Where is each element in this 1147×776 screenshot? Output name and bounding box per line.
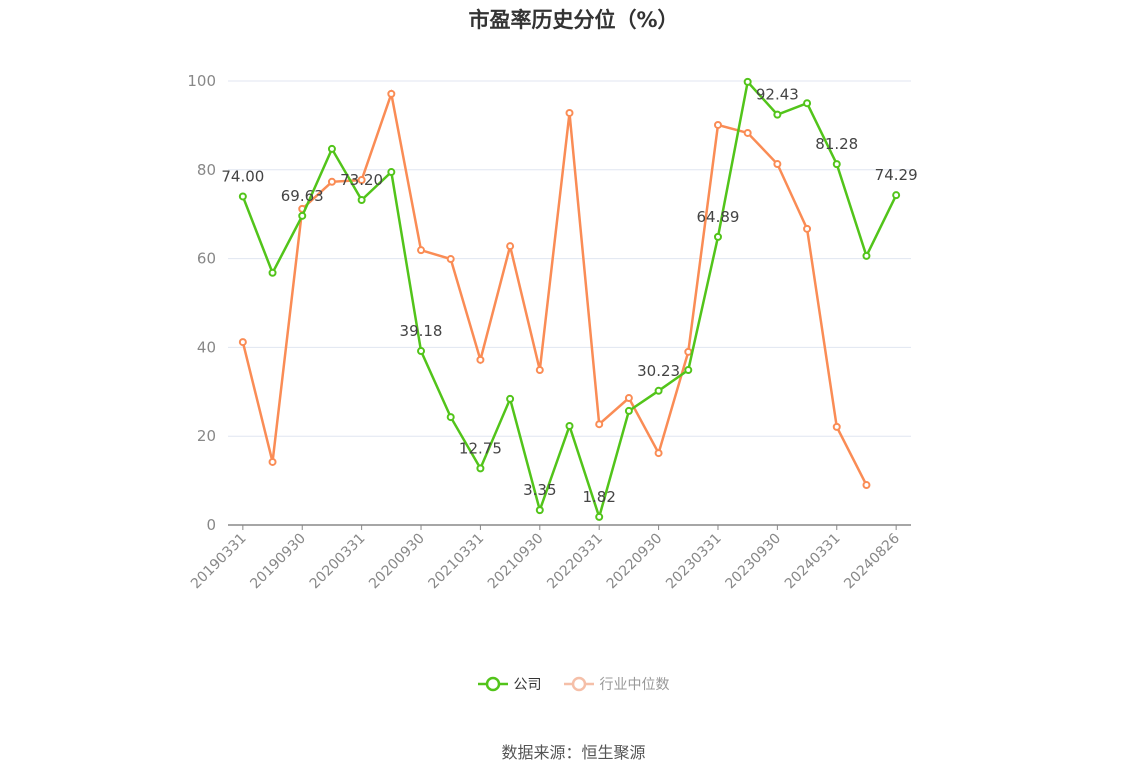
data-point [565,421,574,430]
chart-title: 市盈率历史分位（%） [468,8,679,32]
legend-item-company[interactable]: 公司 [477,674,542,694]
y-tick-label: 80 [197,161,216,179]
x-tick-label: 20240826 [841,530,903,592]
x-tick-label: 20210930 [485,531,547,593]
data-label: 74.00 [221,167,264,185]
data-point [832,160,841,169]
data-point [506,242,515,251]
data-point [268,268,277,277]
data-label: 12.75 [459,439,502,457]
data-label: 73.20 [340,171,383,189]
data-point [417,347,426,356]
x-tick-label: 20190331 [188,531,250,593]
series-line-industry [241,89,868,486]
data-point [535,366,544,375]
data-point [417,246,426,255]
data-point [803,99,812,108]
data-label: 39.18 [400,322,443,340]
x-tick-label: 20240331 [782,531,844,593]
data-point [654,449,663,458]
data-point [892,191,901,200]
y-tick-label: 40 [197,338,216,356]
data-point [862,481,871,490]
data-point [535,506,544,515]
data-point [595,512,604,521]
data-point [624,394,633,403]
legend-item-industry-median[interactable]: 行业中位数 [563,674,670,694]
x-tick-label: 20220930 [604,531,666,593]
data-point [773,110,782,119]
data-point [832,422,841,431]
x-tick-label: 20220331 [544,531,606,593]
data-point [327,177,336,186]
data-label: 1.82 [582,488,615,506]
data-point [298,211,307,220]
data-point [357,195,366,204]
y-tick-label: 60 [197,250,216,268]
x-tick-label: 20230331 [663,531,725,593]
legend-company-icon [477,676,508,692]
data-point [357,176,366,185]
data-point [268,457,277,466]
x-tick-label: 20190930 [247,531,309,593]
y-tick-label: 100 [187,72,216,90]
series-line-company [241,79,898,522]
y-tick-label: 20 [197,427,216,445]
data-point [743,77,752,86]
data-label: 69.63 [281,187,324,205]
legend-label: 公司 [513,677,542,693]
data-point [654,386,663,395]
data-point [446,255,455,264]
data-point [684,347,693,356]
data-point [506,394,515,403]
x-tick-label: 20200331 [307,531,369,593]
data-point [565,108,574,117]
data-label: 64.89 [697,208,740,226]
data-point [327,144,336,153]
data-point [238,192,247,201]
data-point [713,120,722,129]
data-point [595,420,604,429]
data-point [476,464,485,473]
data-point [862,251,871,260]
data-point [238,338,247,347]
data-point [446,413,455,422]
data-point [476,355,485,364]
data-point [803,224,812,233]
data-point [387,168,396,177]
legend-industry-icon [563,676,594,692]
data-label: 74.29 [875,166,918,184]
x-tick-label: 20230930 [722,531,784,593]
data-label: 30.23 [637,362,680,380]
data-point [773,160,782,169]
data-source: 数据来源：恒生聚源 [501,743,646,762]
data-point [743,128,752,137]
data-label: 92.43 [756,86,799,104]
data-label: 3.35 [523,481,556,499]
data-label: 81.28 [815,135,858,153]
data-point [624,406,633,415]
x-tick-label: 20210331 [426,531,488,593]
legend: 公司 行业中位数 [0,674,1147,694]
x-tick-label: 20200930 [366,531,428,593]
data-point [713,232,722,241]
data-point [684,366,693,375]
y-tick-label: 0 [206,516,216,534]
data-point [387,89,396,98]
legend-label: 行业中位数 [599,677,670,693]
